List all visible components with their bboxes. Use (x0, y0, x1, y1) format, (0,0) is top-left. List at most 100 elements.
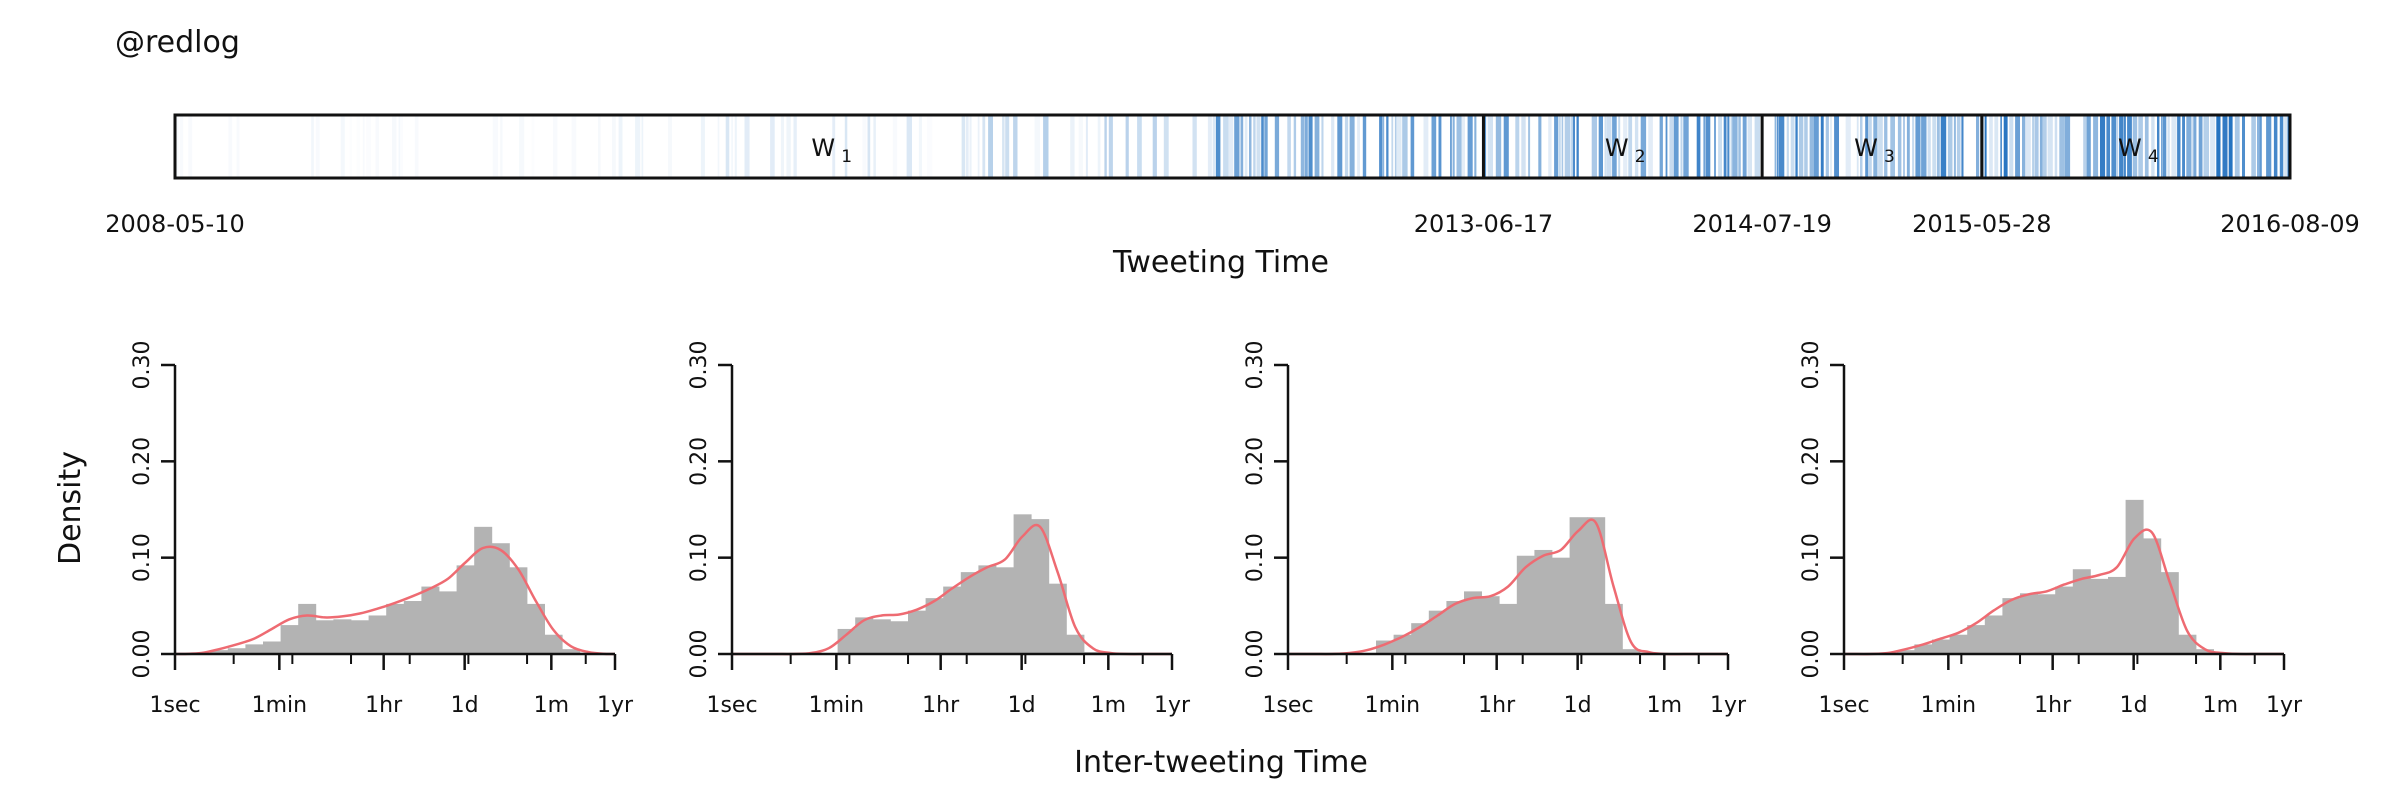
timeline-tweet-line (1564, 115, 1571, 178)
timeline-tweet-line (1774, 115, 1777, 178)
timeline-tweet-line (1903, 115, 1905, 178)
timeline-tweet-line (2059, 115, 2065, 178)
timeline-tweet-line (2279, 115, 2284, 178)
timeline-tweet-line (493, 115, 498, 178)
timeline-tweet-line (1648, 115, 1653, 178)
timeline-tweet-line (1394, 115, 1397, 178)
histogram-bar (333, 619, 352, 654)
window-label: W (2118, 134, 2142, 162)
timeline-tweet-line (1521, 115, 1526, 178)
timeline-tweet-line (2138, 115, 2143, 178)
timeline-date-ticks: 2008-05-10 2013-06-17 2014-07-19 2015-05-28… (105, 210, 2359, 238)
timeline-tweet-line (175, 115, 179, 178)
timeline-tweet-line (1961, 115, 1964, 178)
timeline-tweet-line (2022, 115, 2026, 178)
histogram-bar (491, 543, 510, 654)
histogram-bar (544, 634, 563, 654)
timeline-tweet-line (2198, 115, 2203, 178)
timeline-tweet-line (1906, 115, 1910, 178)
timeline-tweet-line (1554, 115, 1558, 178)
timeline-tweet-line (2216, 115, 2221, 178)
timeline-tweet-line (1452, 115, 1455, 178)
timeline-tweet-line (1264, 115, 1268, 178)
timeline-tweet-line (2193, 115, 2197, 178)
timeline-tweet-line (316, 115, 320, 178)
histogram-bar (2108, 576, 2126, 654)
timeline-tweet-line (1456, 115, 1462, 178)
timeline-tweet-line (532, 115, 535, 178)
timeline-tweet-line (1878, 115, 1883, 178)
density-curve (175, 545, 615, 656)
histogram-bar (315, 620, 334, 654)
histogram-bar (245, 644, 264, 654)
histogram-bar (996, 567, 1014, 654)
timeline-tweet-line (2034, 115, 2039, 178)
timeline-tweet-line (1558, 115, 1561, 178)
timeline-tweet-line (2123, 115, 2126, 178)
timeline-tweet-line (2228, 115, 2233, 178)
timeline-tweet-line (366, 115, 371, 178)
timeline-date-tick: 2016-08-09 (2220, 210, 2359, 238)
timeline-tweet-line (1108, 115, 1113, 178)
timeline-tweet-line (1860, 115, 1863, 178)
y-tick-label: 0.20 (1799, 437, 1824, 486)
histogram-bar (263, 641, 281, 654)
timeline-tweet-line (2047, 115, 2053, 178)
timeline-tweet-line (1628, 115, 1633, 178)
y-tick-label: 0.00 (687, 630, 712, 679)
x-tick-label: 1sec (706, 693, 757, 718)
timeline-tweet-line (2054, 115, 2058, 178)
timeline-tweet-line (2257, 115, 2260, 178)
timeline-tweet-line (1576, 115, 1579, 178)
timeline-tweet-line (1730, 115, 1733, 178)
histogram-bar (960, 572, 979, 654)
timeline-tweet-line (1234, 115, 1240, 178)
timeline-tweet-line (844, 115, 848, 178)
timeline-tweet-line (1820, 115, 1824, 178)
histogram-bar (1066, 634, 1085, 654)
timeline-tweet-line (1450, 115, 1452, 178)
histogram-panels: 1sec 1min 1hr 1d 1m 1yr 0.00 0.10 0.20 0.30 1sec 1m… (130, 341, 2303, 718)
x-tick-label: 1sec (1818, 693, 1869, 718)
histogram-bar (855, 617, 874, 654)
timeline-tweet-line (398, 115, 401, 178)
timeline-tweet-line (1680, 115, 1683, 178)
timeline-tweet-line (1097, 115, 1101, 178)
timeline-tweet-line (1994, 115, 1999, 178)
timeline-tweet-line (1683, 115, 1689, 178)
y-tick-label: 0.20 (130, 437, 155, 486)
timeline-tweet-line (1357, 115, 1360, 178)
timeline-tweet-line (1890, 115, 1895, 178)
timeline-tweet-line (832, 115, 836, 178)
timeline-tweet-line (1487, 115, 1493, 178)
histogram-bar (1569, 517, 1588, 654)
timeline-tweet-line (1936, 115, 1940, 178)
density-curve (1844, 528, 2284, 656)
timeline-tweet-line (1561, 115, 1564, 178)
timeline-tweet-line (867, 115, 871, 178)
timeline-tweet-line (1274, 115, 1280, 178)
timeline-tweet-line (1321, 115, 1324, 178)
timeline-tweet-line (1856, 115, 1859, 178)
timeline-tweet-line (1798, 115, 1804, 178)
x-tick-label: 1min (809, 693, 864, 718)
timeline-tweet-line (961, 115, 965, 178)
y-tick-label: 0.00 (1243, 630, 1268, 679)
timeline-tweet-line (1244, 115, 1248, 178)
timeline-tweet-line (2162, 115, 2167, 178)
timeline-tweet-line (1410, 115, 1415, 178)
y-tick-label: 0.20 (687, 437, 712, 486)
timeline-tweet-line (415, 115, 419, 178)
histogram-bar (386, 603, 405, 654)
timeline-tweet-line (635, 115, 641, 178)
timeline-tweet-line (1742, 115, 1747, 178)
timeline-tweet-line (1604, 115, 1607, 178)
timeline-tweet-line (982, 115, 986, 178)
timeline-tweet-line (1293, 115, 1297, 178)
histogram-ylabel: Density (53, 451, 88, 565)
timeline-tweet-line (2191, 115, 2194, 178)
timeline-tweet-line (1362, 115, 1367, 178)
account-handle: @redlog (115, 25, 240, 60)
timeline-tweet-line (2284, 115, 2287, 178)
